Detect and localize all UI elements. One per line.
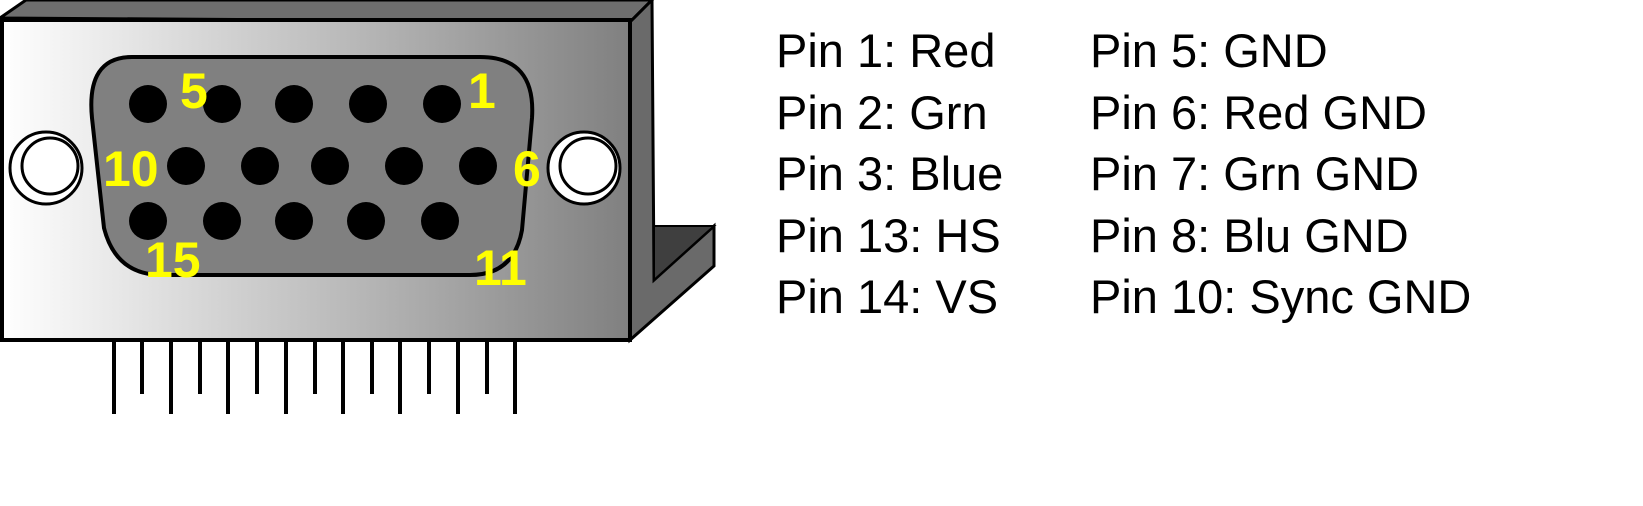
pcb-leads (112, 340, 517, 414)
pin-hole (459, 147, 497, 185)
pin-label-1: 1 (468, 63, 496, 119)
legend-entry: Pin 8: Blu GND (1090, 208, 1409, 262)
legend-entry: Pin 14: VS (776, 270, 999, 323)
mounting-bracket (628, 0, 716, 344)
left-mounting-hole (8, 130, 84, 206)
bracket-top-face (653, 225, 717, 283)
legend-entry: Pin 3: Blue (776, 147, 1004, 200)
pin-row-top (129, 85, 461, 123)
legend-entry: Pin 10: Sync GND (1090, 270, 1472, 323)
pin-hole (203, 202, 241, 240)
pin-hole (311, 147, 349, 185)
pin-label-15: 15 (145, 232, 201, 288)
legend-entry: Pin 5: GND (1090, 24, 1328, 77)
pin-hole (347, 202, 385, 240)
pin-hole (275, 85, 313, 123)
pin-row-bottom (129, 202, 459, 240)
pinout-legend-right-column: Pin 5: GND Pin 6: Red GND Pin 7: Grn GND… (1090, 20, 1471, 328)
pin-hole (129, 202, 167, 240)
pin-hole (421, 202, 459, 240)
pin-hole (167, 147, 205, 185)
pin-hole (349, 85, 387, 123)
pin-hole (241, 147, 279, 185)
legend-entry: Pin 13: HS (776, 208, 1001, 262)
vga-connector-diagram: 5 1 10 6 15 11 (0, 0, 717, 414)
right-mounting-hole (546, 130, 622, 206)
legend-entry: Pin 1: Red (776, 24, 996, 77)
pin-hole (203, 85, 241, 123)
pin-hole (385, 147, 423, 185)
pin-row-middle (167, 147, 497, 185)
pin-hole (275, 202, 313, 240)
pin-hole (129, 85, 167, 123)
legend-entry: Pin 6: Red GND (1090, 85, 1427, 139)
pin-label-10: 10 (103, 141, 159, 197)
pin-label-6: 6 (513, 141, 541, 197)
legend-entry: Pin 2: Grn (776, 85, 988, 139)
pinout-legend-left-column: Pin 1: Red Pin 2: Grn Pin 3: Blue Pin 13… (776, 20, 1003, 328)
legend-entry: Pin 7: Grn GND (1090, 147, 1420, 200)
pin-hole (423, 85, 461, 123)
pin-label-5: 5 (180, 63, 208, 119)
pin-label-11: 11 (474, 240, 527, 296)
